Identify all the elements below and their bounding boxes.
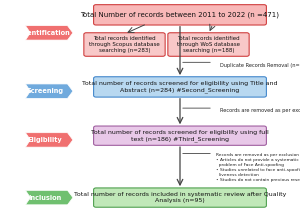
Polygon shape <box>26 26 73 40</box>
Text: Duplicate Records Removal (n=187) #First_Screening: Duplicate Records Removal (n=187) #First… <box>220 62 300 68</box>
FancyBboxPatch shape <box>94 77 266 97</box>
Polygon shape <box>26 133 73 147</box>
FancyBboxPatch shape <box>168 33 249 56</box>
Polygon shape <box>26 190 73 205</box>
Text: Total records identified
through WoS database
searching (n=188): Total records identified through WoS dat… <box>177 36 240 53</box>
Text: Screening: Screening <box>26 88 64 94</box>
Text: Total number of records screened for eligibility using full
text (n=186) #Third_: Total number of records screened for eli… <box>91 130 269 142</box>
FancyBboxPatch shape <box>94 126 266 145</box>
Polygon shape <box>26 84 73 98</box>
Text: Inclusion: Inclusion <box>28 195 61 201</box>
Text: Total number of records included in systematic review after Quality
Analysis (n=: Total number of records included in syst… <box>74 192 286 203</box>
Text: Records are removed as per exclusion criteria (n=98): Records are removed as per exclusion cri… <box>220 108 300 113</box>
Text: Identification: Identification <box>20 30 70 36</box>
FancyBboxPatch shape <box>94 188 266 207</box>
Text: Total Number of records between 2011 to 2022 (n =471): Total Number of records between 2011 to … <box>80 12 280 18</box>
Text: Total records identified
through Scopus database
searching (n=283): Total records identified through Scopus … <box>89 36 160 53</box>
Text: Records are removed as per exclusion criteria (n=91):
• Articles do not provide : Records are removed as per exclusion cri… <box>216 153 300 182</box>
Text: Eligibility: Eligibility <box>28 137 62 143</box>
Text: Total number of records screened for eligibility using Title and
Abstract (n=284: Total number of records screened for eli… <box>82 81 278 93</box>
FancyBboxPatch shape <box>84 33 165 56</box>
FancyBboxPatch shape <box>94 5 266 25</box>
